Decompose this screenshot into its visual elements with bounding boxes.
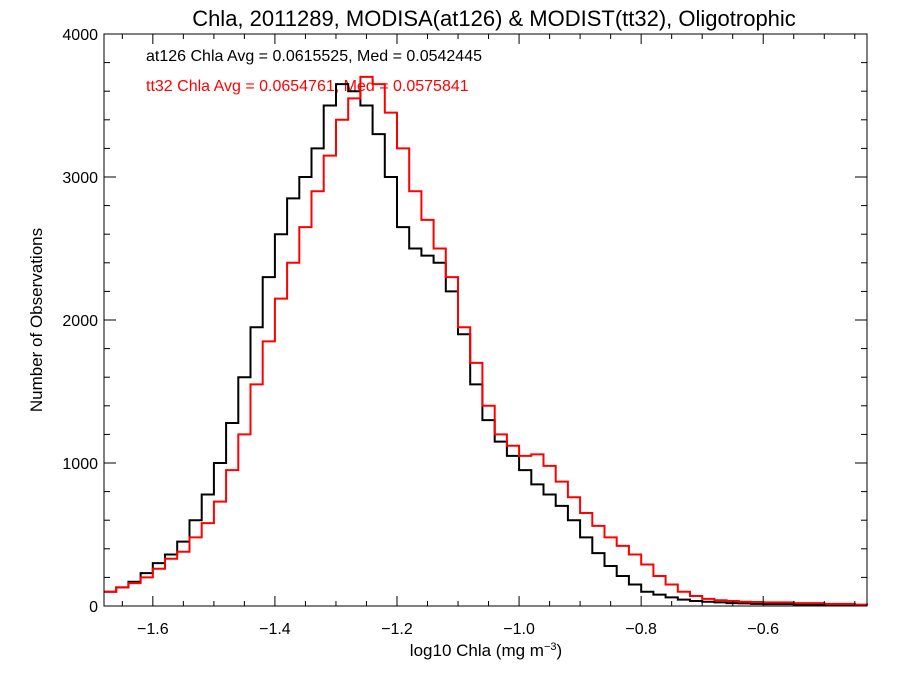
x-tick-label: −0.6: [747, 621, 779, 638]
annotation-at126: at126 Chla Avg = 0.0615525, Med = 0.0542…: [146, 48, 482, 65]
series-layer: [104, 75, 868, 607]
series-line-1: [104, 75, 868, 606]
y-tick-label: 2000: [62, 313, 98, 330]
x-axis-label: log10 Chla (mg m−3): [410, 641, 562, 660]
series-line-0: [104, 83, 868, 607]
x-tick-label: −1.6: [137, 621, 169, 638]
x-axis-label-close: ): [557, 641, 563, 660]
y-tick-label: 0: [89, 599, 98, 616]
x-tick-label: −0.8: [625, 621, 657, 638]
x-tick-label: −1.0: [503, 621, 535, 638]
y-tick-label: 1000: [62, 456, 98, 473]
plot-frame: [103, 33, 868, 607]
y-tick-label: 3000: [62, 170, 98, 187]
x-axis-label-main: log10 Chla (mg m: [410, 641, 544, 660]
x-tick-label: −1.4: [259, 621, 291, 638]
y-tick-label: 4000: [62, 27, 98, 44]
x-tick-label: −1.2: [381, 621, 413, 638]
annotation-tt32: tt32 Chla Avg = 0.0654761, Med = 0.05758…: [146, 78, 469, 95]
tick-layer: −1.6 −1.4 −1.2 −1.0 −0.8 −0.6 0 1000 2000 3000 400…: [62, 27, 867, 638]
chart-title: Chla, 2011289, MODISA(at126) & MODIST(tt…: [192, 6, 796, 31]
x-axis-label-sup: −3: [544, 641, 557, 653]
y-axis-label: Number of Observations: [27, 228, 46, 412]
